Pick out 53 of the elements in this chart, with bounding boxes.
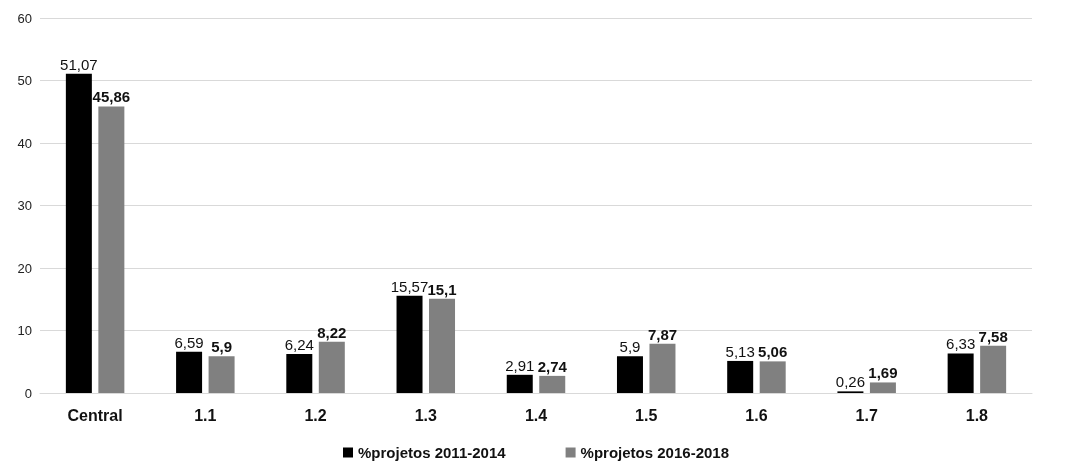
y-tick-label: 30 [17, 198, 32, 213]
bar [208, 356, 235, 393]
x-tick-label: 1.5 [635, 406, 658, 424]
data-label: 5,06 [758, 343, 788, 361]
y-tick-label: 40 [17, 135, 32, 151]
data-label: 7,87 [647, 325, 678, 343]
bar [539, 375, 566, 393]
data-label: 7,58 [978, 327, 1008, 345]
y-tick-label: 50 [17, 73, 32, 88]
y-tick-label: 60 [17, 10, 32, 26]
y-tick-label: 0 [24, 385, 32, 401]
bar [286, 354, 313, 393]
data-label: 51,07 [60, 55, 98, 73]
bar [649, 343, 676, 393]
x-tick-label: Central [67, 406, 123, 424]
data-label: 6,24 [284, 336, 314, 353]
legend-label: %projetos 2011-2014 [358, 444, 507, 461]
bar [869, 382, 896, 393]
x-tick-label: 1.6 [745, 406, 768, 424]
bar [396, 295, 423, 393]
y-tick-label: 20 [17, 260, 32, 276]
x-tick-label: 1.8 [965, 406, 989, 424]
x-tick-label: 1.3 [414, 406, 437, 424]
x-tick-label: 1.1 [194, 406, 217, 424]
bar [65, 73, 92, 393]
data-label: 15,57 [390, 277, 429, 295]
data-label: 5,9 [619, 338, 641, 356]
bar [318, 341, 345, 393]
x-tick-label: 1.4 [524, 406, 548, 424]
legend-label: %projetos 2016-2018 [580, 444, 730, 461]
data-label: 5,9 [211, 338, 233, 356]
x-tick-label: 1.2 [304, 406, 327, 424]
data-label: 0,26 [835, 373, 866, 391]
data-label: 15,1 [427, 280, 457, 298]
bar [759, 361, 786, 393]
bar [506, 374, 533, 393]
bar [727, 360, 754, 393]
y-tick-label: 10 [17, 323, 32, 338]
bar [616, 356, 643, 393]
bar [98, 106, 125, 393]
data-label: 2,91 [505, 356, 535, 374]
bar [176, 351, 203, 393]
data-label: 45,86 [92, 88, 131, 106]
bar [429, 298, 456, 393]
data-label: 8,22 [317, 323, 347, 341]
x-tick-label: 1.7 [855, 406, 878, 424]
data-label: 6,59 [174, 333, 204, 351]
data-label: 5,13 [725, 342, 755, 360]
data-label: 2,74 [537, 357, 568, 375]
data-label: 6,33 [946, 335, 976, 353]
bar [980, 345, 1007, 393]
bar [947, 353, 974, 393]
data-label: 1,69 [868, 364, 898, 382]
